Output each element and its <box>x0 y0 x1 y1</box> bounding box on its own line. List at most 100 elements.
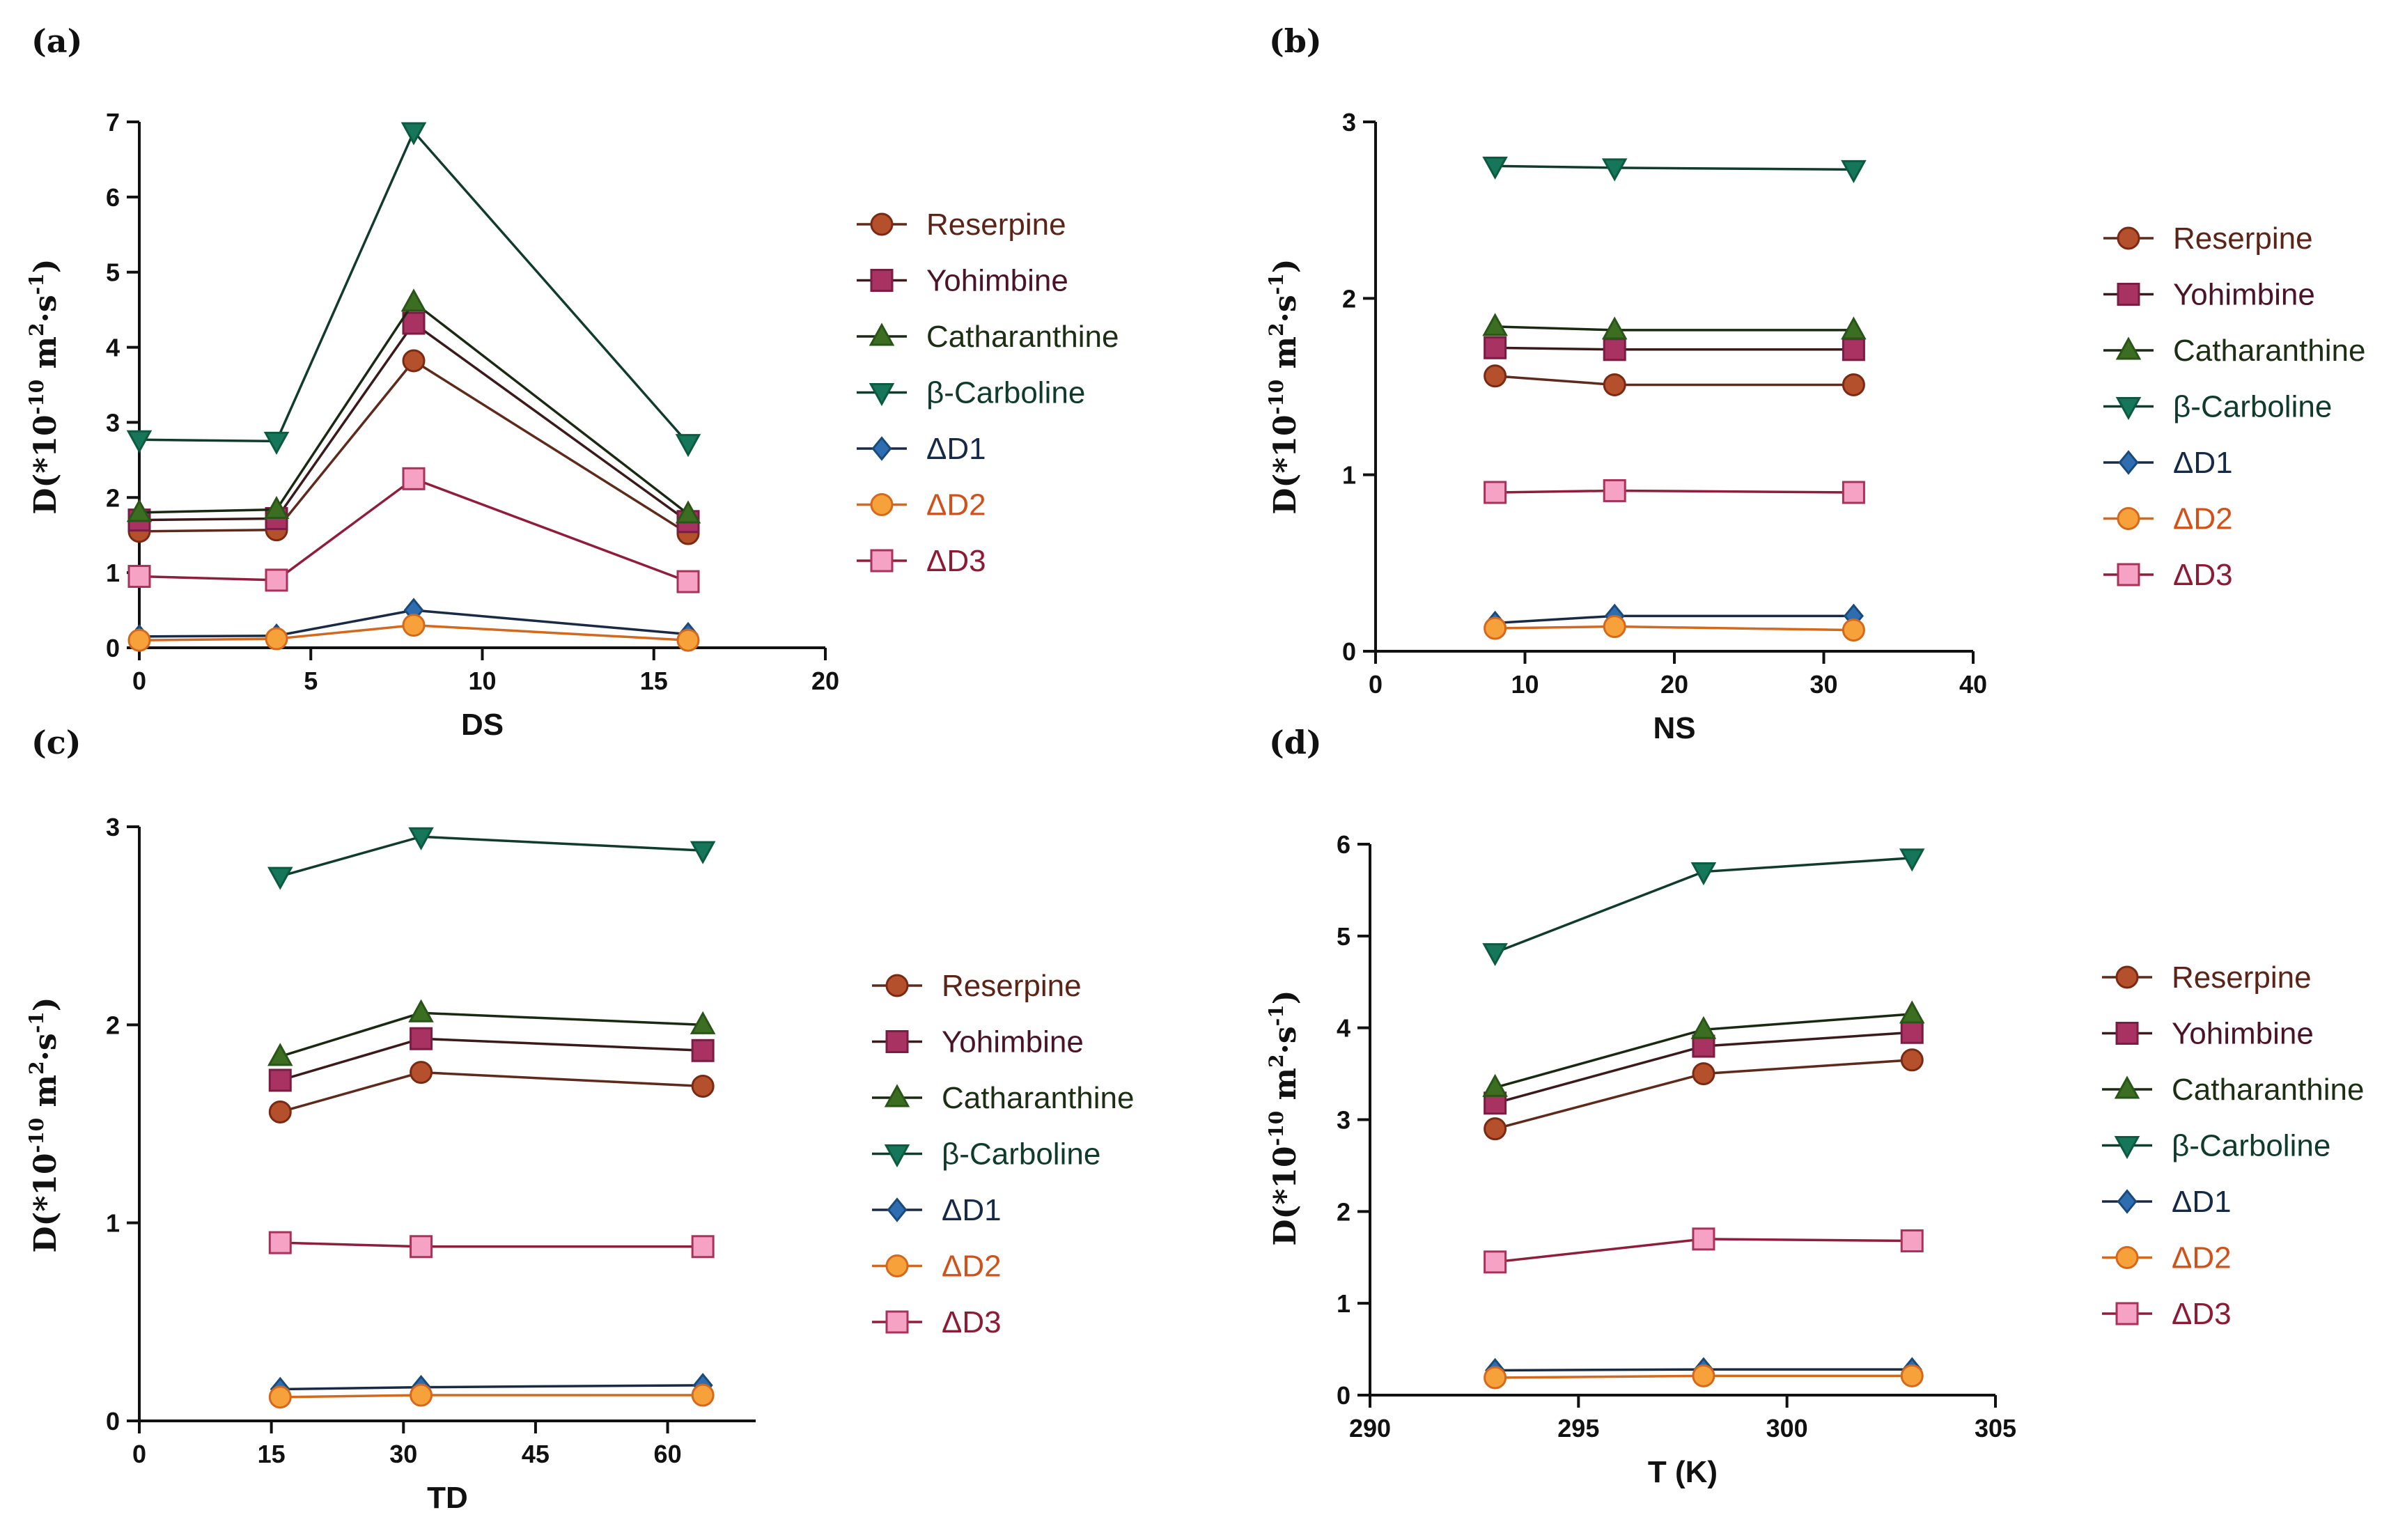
x-tick-label: 10 <box>468 667 496 695</box>
series-line <box>1495 375 1854 387</box>
data-point <box>1603 615 1626 639</box>
series-line <box>280 1241 703 1248</box>
legend-item: β-Carboline <box>2102 1129 2330 1163</box>
legend-marker <box>871 436 892 461</box>
data-point <box>410 1061 433 1084</box>
series-Catharanthine <box>1482 313 1867 340</box>
legend-marker <box>885 1310 909 1334</box>
data-point <box>402 349 426 373</box>
data-point <box>675 500 701 524</box>
y-tick-label: 4 <box>106 334 120 362</box>
legend-item: ΔD1 <box>2103 446 2233 480</box>
y-tick-label: 3 <box>1337 1106 1350 1135</box>
chart-d: (d) 0 1 2 3 4 5 6 290 295 300 305 T (K) D(*10-10 m2·s… <box>1265 724 2364 1489</box>
legend-item: ΔD2 <box>2102 1241 2232 1275</box>
data-point <box>691 1235 715 1259</box>
legend-label: ΔD2 <box>2172 1241 2232 1275</box>
series-β-Carboline <box>126 122 701 458</box>
legend-marker <box>2117 563 2140 586</box>
data-point <box>1899 848 1925 872</box>
legend-item: ΔD1 <box>2102 1185 2232 1219</box>
y-tick-label: 2 <box>106 483 120 512</box>
legend-marker <box>869 322 895 346</box>
data-point <box>400 122 427 146</box>
y-axis-title: D(*10-10 m2·s-1) <box>25 997 63 1252</box>
y-tick-label: 1 <box>1337 1289 1350 1318</box>
y-tick-label: 1 <box>106 559 120 587</box>
series-line <box>139 300 690 515</box>
data-point <box>676 570 700 593</box>
series-Reserpine <box>1484 364 1865 396</box>
legend-marker <box>885 1254 909 1277</box>
series-line <box>279 835 703 878</box>
legend-label: Catharanthine <box>926 320 1119 354</box>
series-ΔD2 <box>1484 1364 1924 1390</box>
data-point <box>1900 1020 1924 1044</box>
legend-label: ΔD1 <box>2172 1185 2232 1219</box>
legend-marker <box>885 1030 909 1053</box>
series-ΔD3 <box>1484 1227 1924 1274</box>
x-tick-label: 15 <box>258 1440 286 1468</box>
data-point <box>691 1074 715 1098</box>
legend-item: Catharanthine <box>857 320 1119 354</box>
legend-marker <box>885 974 909 997</box>
data-point <box>676 628 700 652</box>
y-tick-label: 0 <box>106 1407 120 1436</box>
data-point <box>1842 373 1865 396</box>
data-point <box>1482 313 1508 336</box>
series-Yohimbine <box>127 311 700 534</box>
y-tick-label: 2 <box>1337 1197 1350 1226</box>
data-point <box>268 1385 292 1409</box>
data-point <box>690 1011 716 1034</box>
y-tick-label: 7 <box>106 108 120 137</box>
data-point <box>690 841 716 864</box>
legend-item: ΔD3 <box>857 544 986 578</box>
y-tick-label: 5 <box>106 258 120 287</box>
data-point <box>265 568 288 592</box>
y-tick-label: 1 <box>1342 461 1356 490</box>
series-line <box>279 1011 703 1058</box>
data-point <box>1603 373 1626 396</box>
legend-label: ΔD1 <box>2173 446 2233 480</box>
legend-label: ΔD1 <box>926 432 986 466</box>
data-point <box>410 1383 433 1407</box>
y-axis-title: D(*10-10 m2·s-1) <box>25 258 63 514</box>
panel-label: (b) <box>1269 22 1322 60</box>
data-point <box>402 467 426 490</box>
series-Catharanthine <box>126 288 701 524</box>
series-Catharanthine <box>1482 1000 1925 1097</box>
x-tick-label: 30 <box>1809 670 1837 699</box>
legend-label: Yohimbine <box>2172 1017 2314 1051</box>
series-line <box>139 321 690 523</box>
x-tick-label: 295 <box>1557 1414 1599 1442</box>
x-tick-label: 290 <box>1349 1414 1391 1442</box>
data-point <box>1484 1117 1507 1141</box>
series-line <box>1495 489 1854 494</box>
x-tick-label: 15 <box>640 667 668 695</box>
legend-label: β-Carboline <box>942 1137 1100 1172</box>
legend-marker <box>2115 1022 2139 1045</box>
x-tick-label: 20 <box>811 667 839 695</box>
x-axis-title: NS <box>1653 711 1695 745</box>
x-axis-title: DS <box>461 708 504 742</box>
legend-item: Yohimbine <box>2102 1017 2314 1051</box>
legend-marker <box>2117 283 2140 306</box>
data-point <box>408 999 434 1022</box>
data-point <box>400 288 427 312</box>
x-tick-label: 0 <box>1369 670 1383 699</box>
data-point <box>1603 338 1626 361</box>
legend-item: ΔD2 <box>872 1250 1002 1284</box>
data-point <box>402 311 426 335</box>
x-tick-label: 0 <box>132 1440 146 1468</box>
legend-item: Reserpine <box>2102 960 2312 995</box>
y-tick-label: 6 <box>106 183 120 212</box>
data-point <box>268 1100 292 1123</box>
panel-label: (c) <box>31 724 81 761</box>
data-point <box>1482 156 1508 180</box>
data-point <box>402 614 426 637</box>
series-line <box>279 1037 703 1082</box>
x-axis-title: T (K) <box>1648 1455 1718 1489</box>
data-point <box>1900 1229 1924 1253</box>
